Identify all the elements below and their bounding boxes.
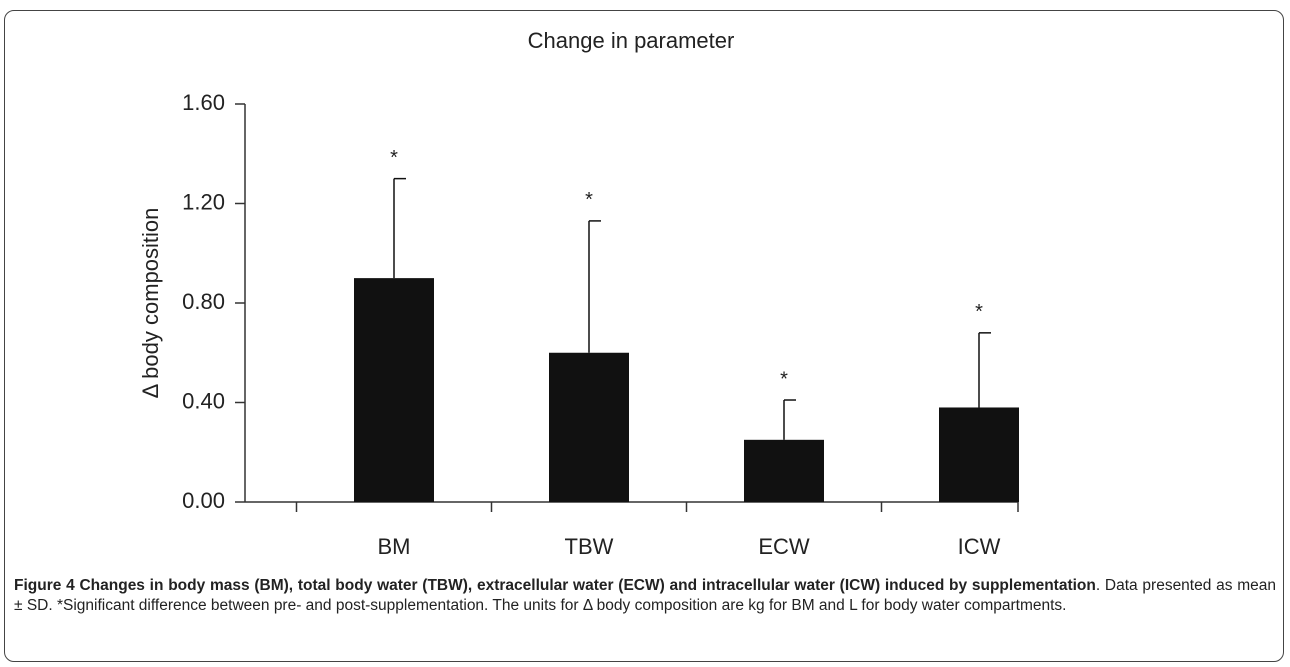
caption-text: . Data presented as mean ± SD. *Signific… — [14, 577, 1276, 614]
figure-frame — [4, 10, 1284, 662]
bar — [354, 278, 434, 502]
chart-title: Change in parameter — [528, 28, 735, 53]
x-tick-label: ICW — [958, 534, 1001, 559]
significance-marker: * — [585, 189, 593, 211]
significance-marker: * — [390, 147, 398, 169]
y-tick-label: 0.00 — [182, 488, 225, 513]
significance-marker: * — [780, 368, 788, 390]
y-tick-label: 1.60 — [182, 90, 225, 115]
y-tick-label: 0.40 — [182, 388, 225, 413]
bar — [939, 407, 1019, 502]
caption: Figure 4 Changes in body mass (BM), tota… — [14, 576, 1276, 616]
x-tick-label: ECW — [758, 534, 810, 559]
significance-marker: * — [975, 301, 983, 323]
bar — [549, 352, 629, 502]
caption-title: Figure 4 Changes in body mass (BM), tota… — [14, 577, 1096, 594]
y-tick-label: 1.20 — [182, 189, 225, 214]
bar — [744, 439, 824, 502]
x-tick-label: TBW — [565, 534, 614, 559]
chart: Change in parameter Δ body composition 0… — [138, 28, 1019, 559]
x-tick-label: BM — [378, 534, 411, 559]
y-tick-label: 0.80 — [182, 289, 225, 314]
y-axis-label: Δ body composition — [138, 208, 163, 399]
